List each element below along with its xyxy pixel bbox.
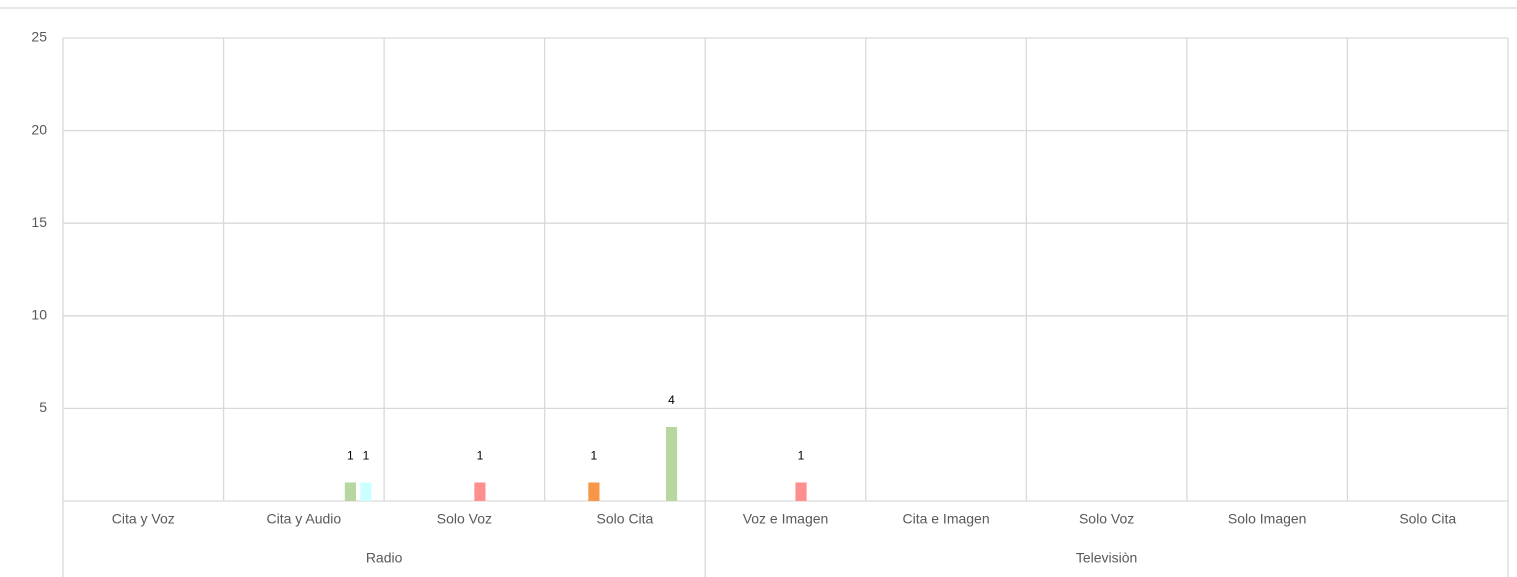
- x-tick-label: Solo Cita: [597, 511, 654, 527]
- data-label: 1: [591, 449, 598, 463]
- data-label: 1: [477, 449, 484, 463]
- bar: [665, 426, 678, 501]
- x-tick-label: Solo Cita: [1399, 511, 1456, 527]
- y-tick-label: 10: [31, 307, 47, 323]
- data-label: 4: [668, 393, 675, 407]
- x-tick-label: Solo Voz: [437, 511, 492, 527]
- group-label: Radio: [366, 550, 403, 566]
- x-tick-label: Cita e Imagen: [902, 511, 989, 527]
- x-tick-label: Cita y Audio: [266, 511, 341, 527]
- data-label: 1: [347, 449, 354, 463]
- y-tick-label: 15: [31, 214, 47, 230]
- data-label: 1: [363, 449, 370, 463]
- x-tick-label: Cita y Voz: [112, 511, 175, 527]
- y-tick-label: 20: [31, 121, 47, 137]
- bar: [360, 482, 372, 501]
- x-tick-label: Solo Voz: [1079, 511, 1134, 527]
- bar: [588, 482, 600, 501]
- y-tick-label: 25: [31, 29, 47, 45]
- group-label: Televisiòn: [1076, 550, 1137, 566]
- data-label: 1: [798, 449, 805, 463]
- x-tick-label: Voz e Imagen: [743, 511, 829, 527]
- bar: [344, 482, 356, 501]
- x-tick-label: Solo Imagen: [1228, 511, 1307, 527]
- y-tick-label: 5: [39, 399, 47, 415]
- bar: [474, 482, 486, 501]
- bar: [795, 482, 807, 501]
